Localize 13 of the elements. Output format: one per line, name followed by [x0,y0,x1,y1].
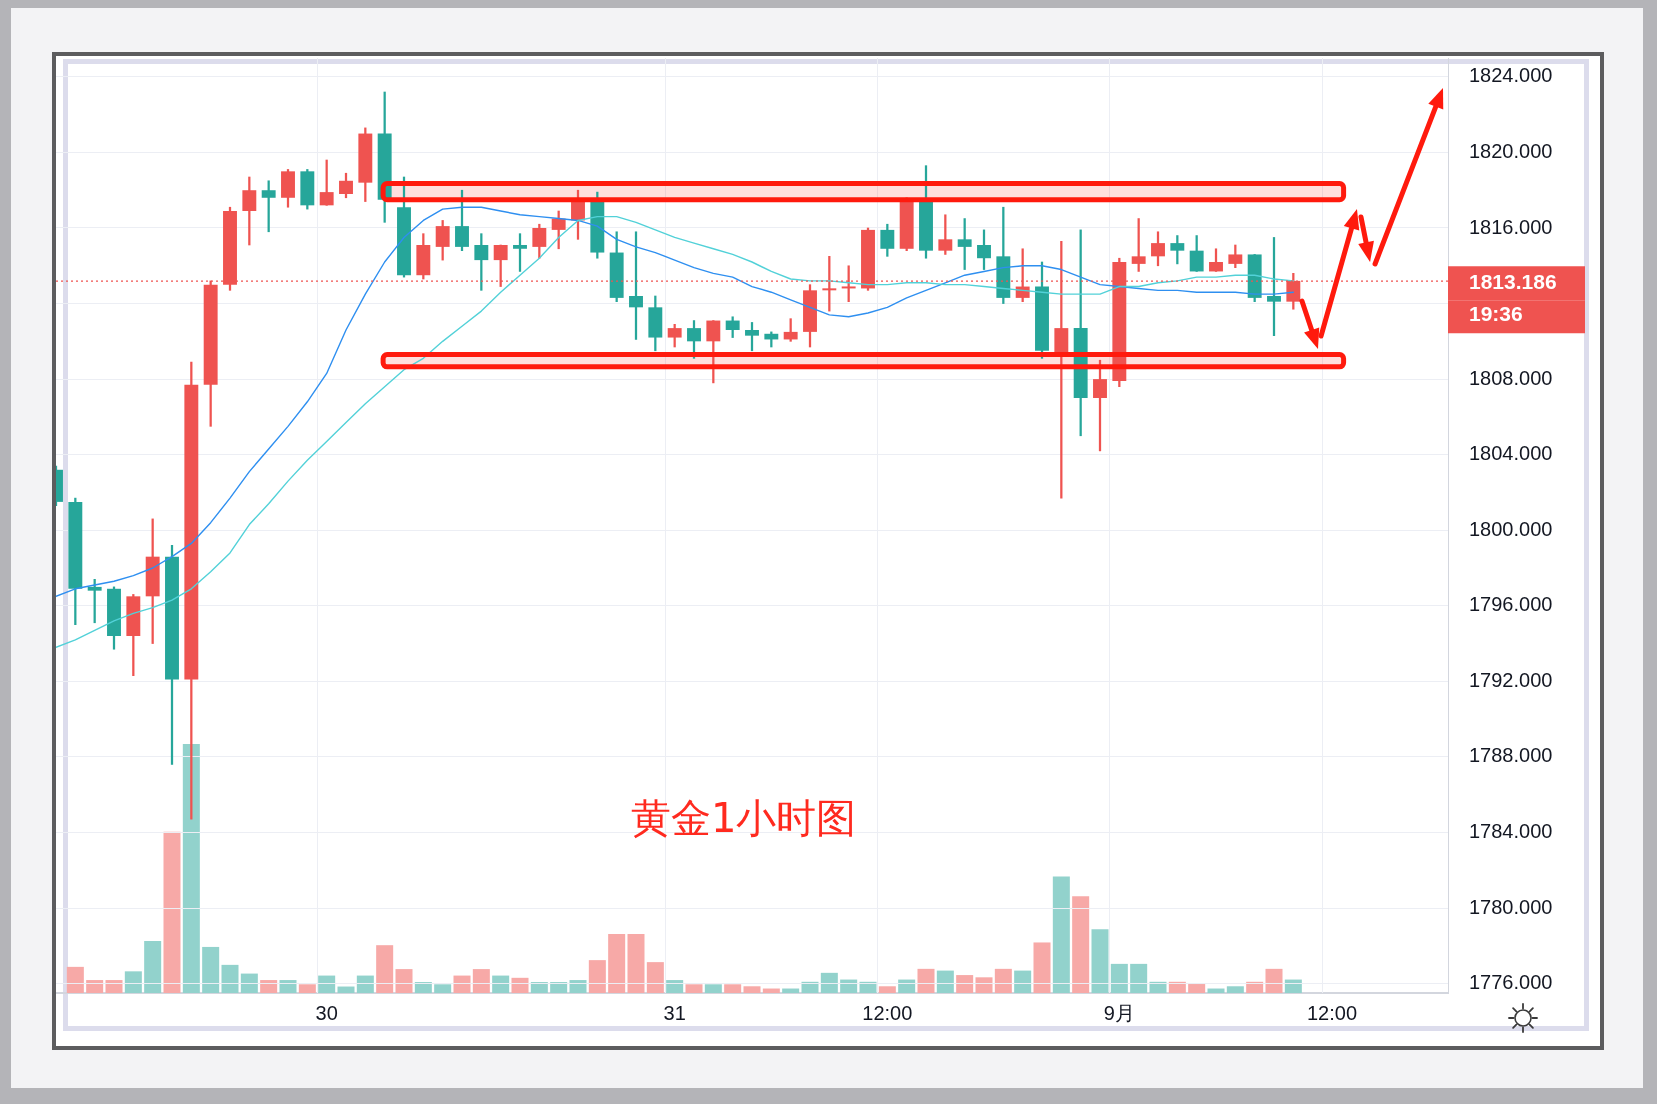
bar [221,964,239,993]
bar [124,971,142,993]
bar [279,980,297,993]
bar [298,984,316,993]
bar [86,980,104,993]
bar [182,744,200,993]
bar [105,980,123,993]
bar [144,940,162,993]
bar [66,966,84,993]
bar [260,980,278,993]
bar [202,946,220,993]
bar [163,831,181,993]
bar [240,973,258,993]
